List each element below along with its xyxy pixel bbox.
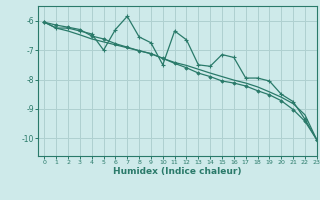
X-axis label: Humidex (Indice chaleur): Humidex (Indice chaleur): [113, 167, 242, 176]
